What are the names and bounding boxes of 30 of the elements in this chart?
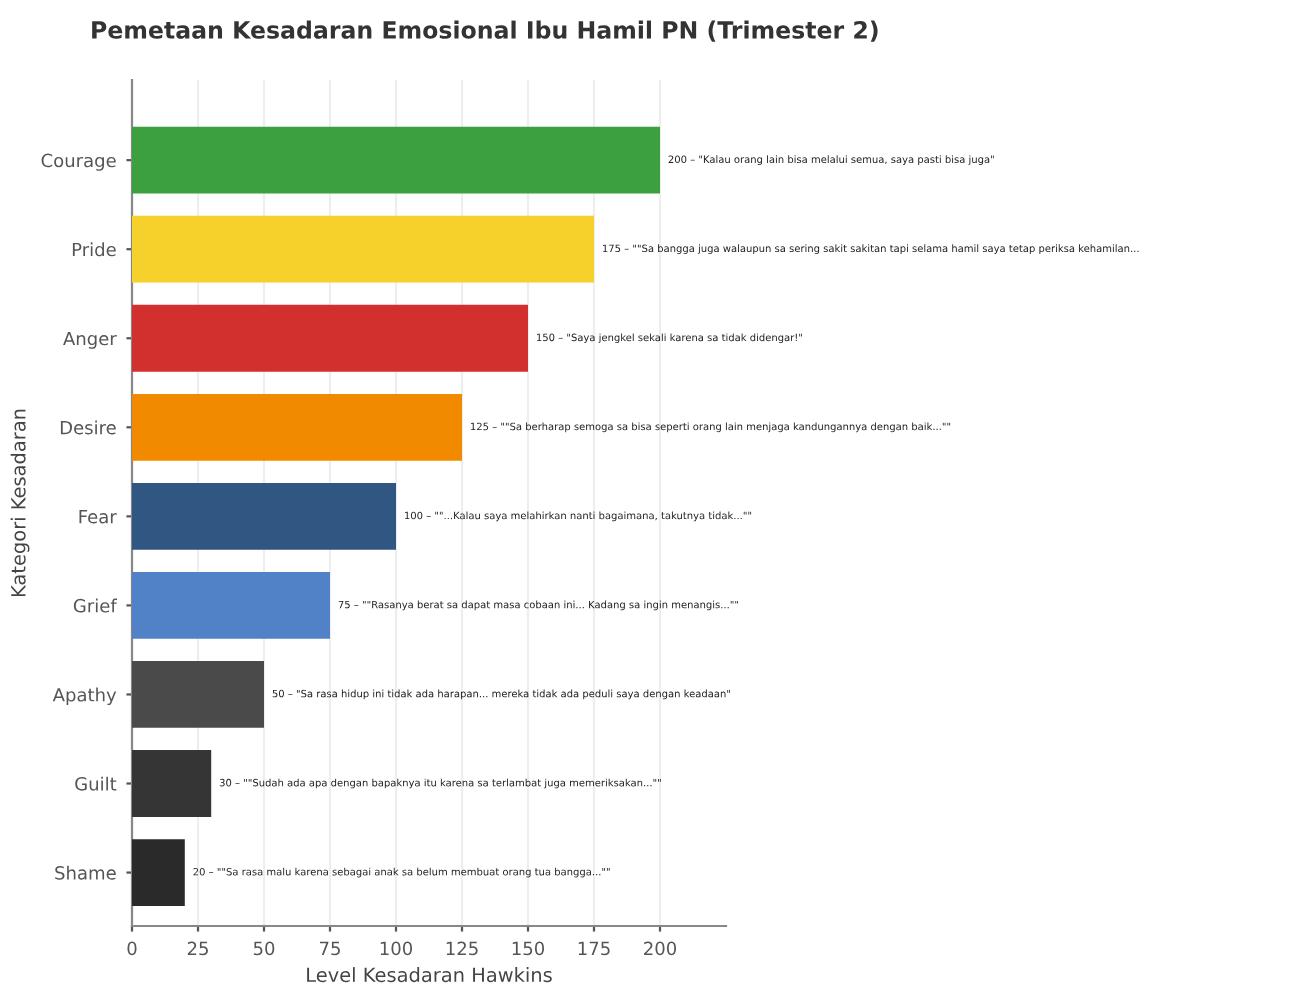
y-tick-label: Fear — [79, 510, 117, 524]
y-tick-label: Guilt — [75, 776, 117, 791]
y-tick-label: Anger — [63, 331, 117, 349]
x-tick-label: 175 — [578, 941, 610, 956]
bar — [132, 393, 462, 461]
y-tick-label: Pride — [72, 242, 116, 257]
y-tick-label: Desire — [60, 420, 116, 435]
x-tick-label: 75 — [319, 941, 340, 956]
bar — [132, 839, 185, 906]
x-tick-label: 125 — [446, 941, 478, 956]
bar — [132, 750, 212, 817]
x-tick-label: 150 — [512, 941, 545, 956]
x-tick-label: 0 — [127, 941, 137, 956]
x-tick-label: 100 — [380, 941, 413, 956]
bar — [132, 126, 660, 194]
x-tick-label: 200 — [644, 941, 677, 956]
bar — [132, 482, 396, 550]
y-tick-label: Courage — [41, 153, 116, 171]
x-axis-title: Level Kesadaran Hawkins — [307, 967, 552, 983]
bar — [132, 304, 528, 372]
bar — [132, 661, 264, 728]
x-tick-label: 50 — [253, 941, 275, 956]
y-tick-label: Shame — [55, 865, 116, 880]
y-axis-title: Kategori Kesadaran — [10, 409, 30, 597]
y-tick-label: Grief — [73, 598, 118, 613]
chart-title: Pemetaan Kesadaran Emosional Ibu Hamil PN (Trimester 2) — [92, 20, 878, 42]
y-tick-label: Apathy — [52, 687, 117, 706]
bar — [132, 572, 330, 639]
bar — [132, 215, 594, 283]
x-tick-label: 25 — [187, 941, 208, 956]
